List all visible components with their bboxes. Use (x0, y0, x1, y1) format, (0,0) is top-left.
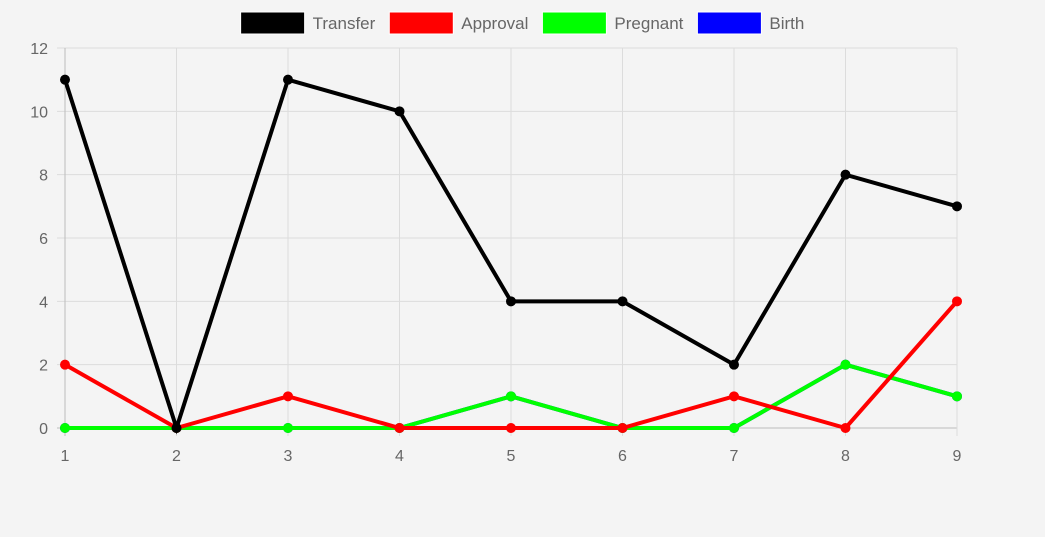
x-tick-label: 4 (395, 448, 404, 465)
legend-label: Transfer (313, 14, 376, 33)
x-tick-label: 1 (61, 448, 70, 465)
legend-item-pregnant[interactable]: Pregnant (541, 11, 684, 35)
x-tick-label: 5 (507, 448, 516, 465)
data-point[interactable] (506, 423, 516, 433)
data-point[interactable] (729, 391, 739, 402)
y-tick-label: 10 (30, 104, 48, 121)
series-layer (60, 74, 962, 435)
legend-label: Pregnant (614, 14, 683, 33)
legend-item-approval[interactable]: Approval (388, 11, 528, 35)
data-point[interactable] (394, 423, 405, 433)
legend-swatch (696, 11, 762, 35)
x-tick-label: 3 (284, 448, 293, 465)
data-point[interactable] (729, 359, 739, 370)
legend-label: Approval (461, 14, 528, 33)
data-point[interactable] (60, 74, 70, 85)
x-tick-label: 2 (172, 448, 181, 465)
legend-item-birth[interactable]: Birth (696, 11, 804, 35)
legend-swatch (541, 11, 607, 35)
data-point[interactable] (394, 106, 405, 117)
y-tick-label: 12 (30, 41, 48, 58)
data-point[interactable] (952, 391, 962, 402)
data-point[interactable] (283, 74, 293, 85)
data-point[interactable] (283, 391, 293, 402)
data-point[interactable] (283, 423, 293, 433)
x-tick-label: 6 (618, 448, 627, 465)
legend-label: Birth (769, 14, 804, 33)
series-transfer (60, 74, 962, 435)
x-tick-label: 7 (730, 448, 739, 465)
y-tick-label: 8 (39, 168, 48, 185)
data-point[interactable] (506, 296, 516, 307)
data-point[interactable] (506, 391, 516, 402)
data-point[interactable] (952, 296, 962, 307)
data-point[interactable] (617, 423, 628, 433)
legend-swatch (240, 11, 306, 35)
data-point[interactable] (952, 201, 962, 212)
legend[interactable]: Transfer Approval Pregnant Birth (240, 11, 805, 35)
data-point[interactable] (840, 423, 851, 433)
data-point[interactable] (171, 423, 182, 433)
data-point[interactable] (60, 423, 70, 433)
data-point[interactable] (840, 359, 851, 370)
legend-swatch (388, 11, 454, 35)
y-tick-label: 4 (39, 294, 48, 311)
data-point[interactable] (60, 359, 70, 370)
x-tick-label: 8 (841, 448, 850, 465)
legend-item-transfer[interactable]: Transfer (240, 11, 376, 35)
data-point[interactable] (840, 169, 851, 180)
y-tick-label: 0 (39, 421, 48, 438)
y-tick-label: 2 (39, 358, 48, 375)
y-tick-label: 6 (39, 231, 48, 248)
data-point[interactable] (729, 423, 739, 433)
data-point[interactable] (617, 296, 628, 307)
x-tick-label: 9 (953, 448, 962, 465)
